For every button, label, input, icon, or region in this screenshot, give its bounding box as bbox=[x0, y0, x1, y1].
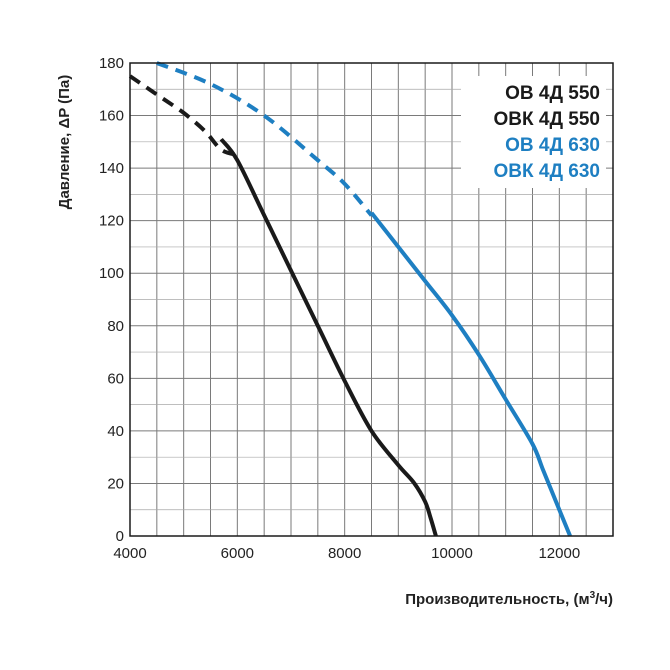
grid bbox=[130, 63, 613, 536]
curve-solid-550 bbox=[219, 137, 438, 537]
tick-labels: 4000 6000 8000 10000 12000 0 20 40 60 80 100 120 140… bbox=[99, 55, 580, 562]
y-tick-label: 80 bbox=[107, 318, 124, 335]
x-axis-label-main: Производительность, (м bbox=[405, 591, 589, 608]
x-axis-label-sup: 3 bbox=[590, 590, 596, 601]
plot-border bbox=[129, 62, 614, 537]
plot-frame bbox=[129, 62, 614, 537]
legend-label-ovk-550: ОВК 4Д 550 bbox=[494, 109, 600, 130]
legend-label-ov-550: ОВ 4Д 550 bbox=[505, 83, 600, 104]
y-tick-label: 180 bbox=[99, 55, 124, 72]
y-tick-label: 160 bbox=[99, 108, 124, 125]
y-tick-label: 100 bbox=[99, 265, 124, 282]
y-tick-label: 140 bbox=[99, 160, 124, 177]
x-tick-label: 6000 bbox=[221, 545, 254, 562]
legend: ОВ 4Д 550 ОВК 4Д 550 ОВ 4Д 630 ОВК 4Д 63… bbox=[461, 76, 606, 188]
legend-label-ov-630: ОВ 4Д 630 bbox=[505, 135, 600, 156]
x-tick-label: 10000 bbox=[431, 545, 473, 562]
curve-solid-630 bbox=[369, 211, 572, 537]
y-tick-label: 40 bbox=[107, 423, 124, 440]
x-tick-label: 12000 bbox=[538, 545, 580, 562]
x-axis-label-tail: /ч) bbox=[595, 591, 613, 608]
x-tick-label: 4000 bbox=[113, 545, 146, 562]
y-tick-label: 20 bbox=[107, 475, 124, 492]
curves bbox=[128, 61, 572, 537]
x-axis-label: Производительность, (м3/ч) bbox=[405, 590, 613, 608]
y-tick-label: 120 bbox=[99, 213, 124, 230]
legend-background bbox=[461, 76, 606, 188]
y-tick-label: 0 bbox=[116, 528, 124, 545]
curve-dashed-630 bbox=[156, 61, 374, 217]
x-tick-label: 8000 bbox=[328, 545, 361, 562]
legend-label-ovk-630: ОВК 4Д 630 bbox=[494, 161, 600, 182]
y-tick-label: 60 bbox=[107, 370, 124, 387]
y-axis-label: Давление, ΔP (Па) bbox=[56, 75, 73, 209]
curve-dashed-550 bbox=[128, 74, 238, 157]
